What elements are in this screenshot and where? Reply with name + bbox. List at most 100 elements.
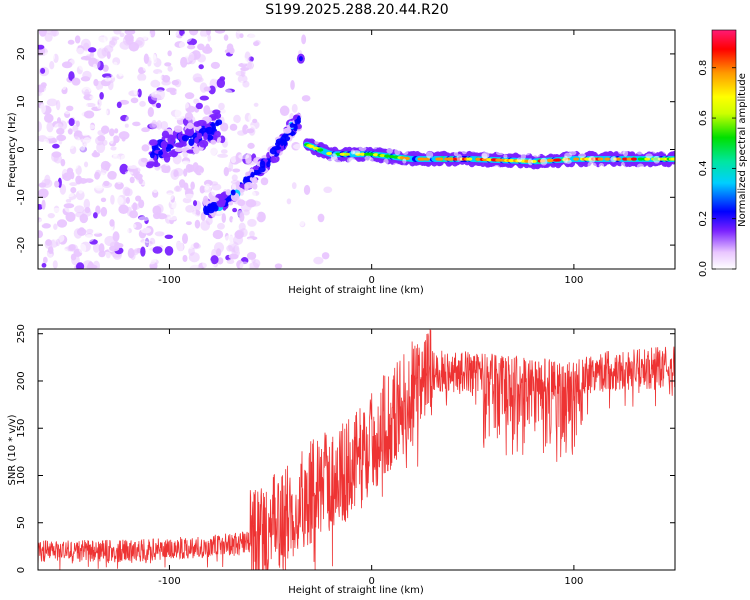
spectrogram-blob [167,65,173,72]
spectrogram-y-tick-label: 20 [16,48,27,61]
spectrogram-blob [166,87,177,93]
spectrogram-blob [74,205,85,214]
spectrogram-y-ticks: -20 -10 0 10 20 [16,48,675,253]
spectrogram-blob [202,258,213,269]
spectrogram-blob [147,134,152,142]
spectrogram-blob [659,166,667,173]
spectrogram-blob [350,149,355,155]
spectrogram-blob [204,208,215,214]
spectrogram-blob [160,120,169,130]
spectrogram-blob [121,136,126,142]
spectrogram-blob [151,94,162,101]
spectrogram-blob [185,163,193,173]
spectrogram-blob [248,127,256,136]
spectrogram-blob [211,69,221,80]
spectrogram-blob [127,164,139,169]
spectrogram-blob [315,102,326,109]
spectrogram-blob [81,83,93,93]
spectrogram-blob [322,138,330,145]
spectrogram-blob [249,230,255,238]
spectrogram-blob [43,138,50,149]
spectrogram-blob [122,59,130,69]
spectrogram-blob [112,135,120,144]
spectrogram-blob [89,129,96,139]
spectrogram-blob [160,140,168,149]
spectrogram-blob [49,61,55,70]
spectrogram-blob [142,64,147,71]
spectrogram-blob [253,102,259,107]
spectrogram-blob [203,86,211,92]
spectrogram-blob [186,44,196,50]
spectrogram-blob [167,50,172,57]
spectrogram-blob [213,231,222,238]
spectrogram-blob [41,199,46,210]
spectrogram-blob [232,207,238,213]
spectrogram-blob [75,175,83,185]
spectrogram-blob [103,34,108,43]
spectrogram-blob [199,185,205,194]
spectrogram-blob [637,157,644,161]
spectrogram-blob [124,259,130,269]
spectrogram-blob [184,193,195,200]
spectrogram-blob [174,108,183,119]
spectrogram-blob [72,161,79,169]
spectrogram-blob [176,209,182,219]
spectrogram-blob [183,214,194,222]
spectrogram-blob [466,157,473,161]
spectrogram-blob [158,150,164,156]
spectrogram-blob [279,138,285,146]
snr-series-line [38,329,675,570]
spectrogram-blob [179,179,186,188]
spectrogram-blob [38,121,42,133]
spectrogram-blob [143,53,149,64]
spectrogram-blob [358,145,367,152]
spectrogram-blob [169,223,181,233]
spectrogram-blob [186,122,194,130]
spectrogram-blob [114,181,124,190]
spectrogram-blob [93,78,99,87]
spectrogram-blob [85,102,96,108]
spectrogram-blob [334,160,342,168]
spectrogram-blob [151,53,158,64]
spectrogram-y-label: Frequency (Hz) [7,112,18,188]
spectrogram-blob [235,30,244,34]
spectrogram-blob [193,242,200,249]
spectrogram-blob [154,231,165,237]
spectrogram-blob [94,182,104,189]
spectrogram-blob [150,79,161,88]
spectrogram-blob [46,121,54,133]
spectrogram-blob [180,56,188,68]
spectrogram-blob [508,158,515,163]
spectrogram-blob [626,157,633,161]
spectrogram-blob [38,182,47,188]
spectrogram-blob [87,261,94,269]
spectrogram-blob [214,30,226,34]
spectrogram-blob [316,52,326,63]
spectrogram-blob [484,167,493,175]
spectrogram-blob [247,218,257,227]
spectrogram-blob [330,156,338,162]
spectrogram-blob [61,81,67,91]
snr-x-tick-label: 100 [564,576,583,587]
spectrogram-x-tick-label: 0 [368,275,374,286]
spectrogram-blob [143,236,151,244]
spectrogram-blob [166,54,173,60]
spectrogram-blob [635,147,644,155]
spectrogram-blob [140,246,146,257]
spectrogram-blob [153,131,160,139]
spectrogram-blob [298,56,303,62]
spectrogram-blob [470,148,478,153]
spectrogram-blob [194,137,199,144]
spectrogram-blob [88,124,96,130]
spectrogram-blob [71,136,81,147]
spectrogram-blob [244,183,249,192]
spectrogram-blob [402,158,407,164]
spectrogram-blob [149,151,155,159]
spectrogram-blob [113,61,118,67]
spectrogram-blob [240,200,252,212]
spectrogram-blob [108,92,114,101]
spectrogram-blob [156,72,163,82]
spectrogram-blob [85,54,92,61]
spectrogram-blob [323,186,333,194]
